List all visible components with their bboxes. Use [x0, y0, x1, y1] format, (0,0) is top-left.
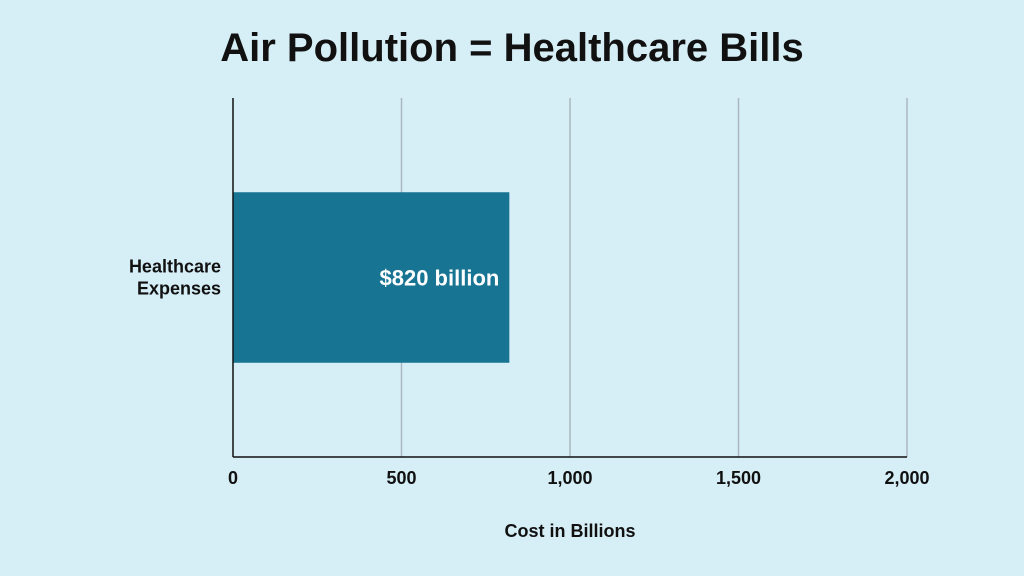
- x-tick-label-2: 1,000: [547, 468, 592, 488]
- x-tick-label-1: 500: [386, 468, 416, 488]
- axes: [232, 98, 907, 458]
- chart-title: Air Pollution = Healthcare Bills: [220, 26, 804, 70]
- x-tick-label-0: 0: [228, 468, 238, 488]
- category-label-0: Healthcare Expenses: [129, 257, 221, 299]
- x-tick-label-3: 1,500: [716, 468, 761, 488]
- category-label-line-0-0: Healthcare: [129, 257, 221, 277]
- bars: $820 billion: [233, 192, 510, 363]
- category-labels: Healthcare Expenses: [129, 257, 221, 299]
- category-label-line-0-1: Expenses: [137, 279, 221, 299]
- bar-0: [233, 192, 510, 363]
- x-tick-label-4: 2,000: [884, 468, 929, 488]
- gridlines: [400, 98, 908, 457]
- x-tick-labels: 0 500 1,000 1,500 2,000: [228, 468, 930, 488]
- data-label-0: $820 billion: [380, 266, 500, 291]
- x-axis-title: Cost in Billions: [504, 521, 635, 541]
